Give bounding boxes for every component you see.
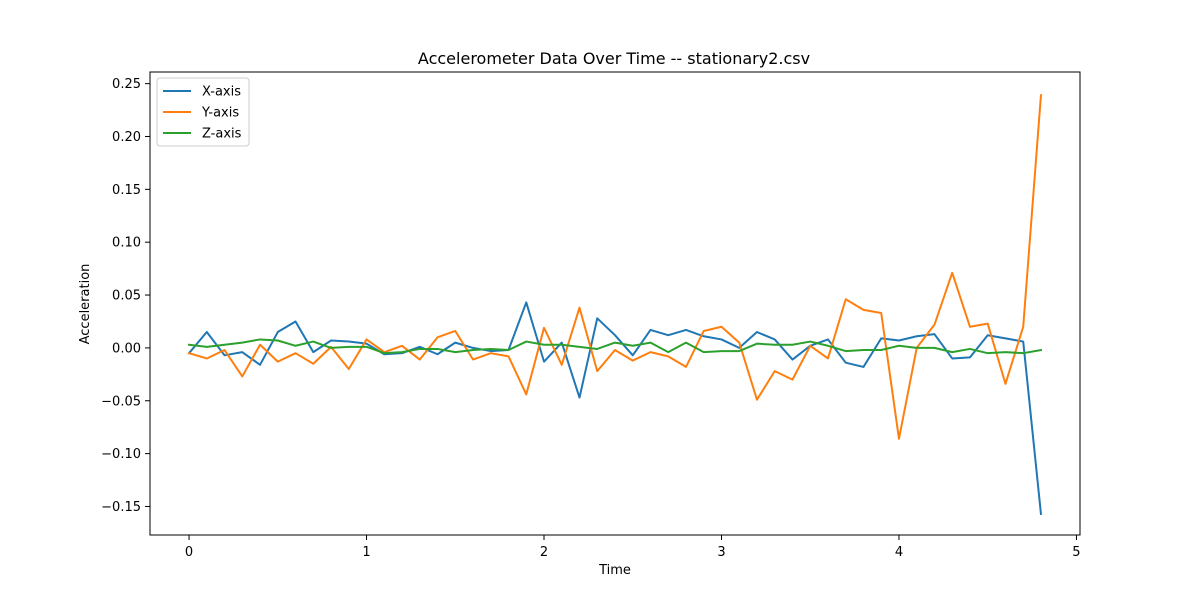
y-axis-label: Acceleration — [78, 264, 93, 345]
x-tick-label: 3 — [717, 545, 725, 560]
legend-label-z-axis: Z-axis — [202, 127, 242, 142]
x-tick-label: 1 — [362, 545, 370, 560]
chart-title: Accelerometer Data Over Time -- stationa… — [418, 49, 810, 68]
legend-box — [156, 77, 250, 147]
series-line-x-axis — [187, 301, 1043, 515]
y-tick-label: 0.05 — [112, 289, 141, 304]
x-tick-label: 0 — [185, 545, 193, 560]
y-tick-label: −0.10 — [101, 447, 141, 462]
plot-frame — [149, 71, 1081, 536]
x-tick-label: 2 — [540, 545, 548, 560]
y-tick-label: 0.10 — [112, 236, 141, 251]
y-tick-label: 0.15 — [112, 183, 141, 198]
x-tick-label: 4 — [895, 545, 903, 560]
y-tick-label: 0.20 — [112, 130, 141, 145]
y-tick-label: −0.15 — [101, 500, 141, 515]
legend-label-x-axis: X-axis — [202, 85, 241, 100]
y-tick-label: 0.00 — [112, 341, 141, 356]
series-line-z-axis — [187, 338, 1043, 355]
y-axis-ticks: −0.15 −0.10 −0.05 0.00 0.05 0.10 0.15 0.20 0.25 — [101, 77, 150, 515]
legend-label-y-axis: Y-axis — [201, 106, 239, 121]
x-axis-ticks: 0 1 2 3 4 5 — [185, 535, 1081, 560]
x-tick-label: 5 — [1072, 545, 1080, 560]
y-tick-label: 0.25 — [112, 77, 141, 92]
y-tick-label: −0.05 — [101, 394, 141, 409]
series-layer — [187, 94, 1043, 515]
x-axis-label: Time — [598, 563, 631, 578]
legend: X-axis Y-axis Z-axis — [156, 77, 250, 147]
